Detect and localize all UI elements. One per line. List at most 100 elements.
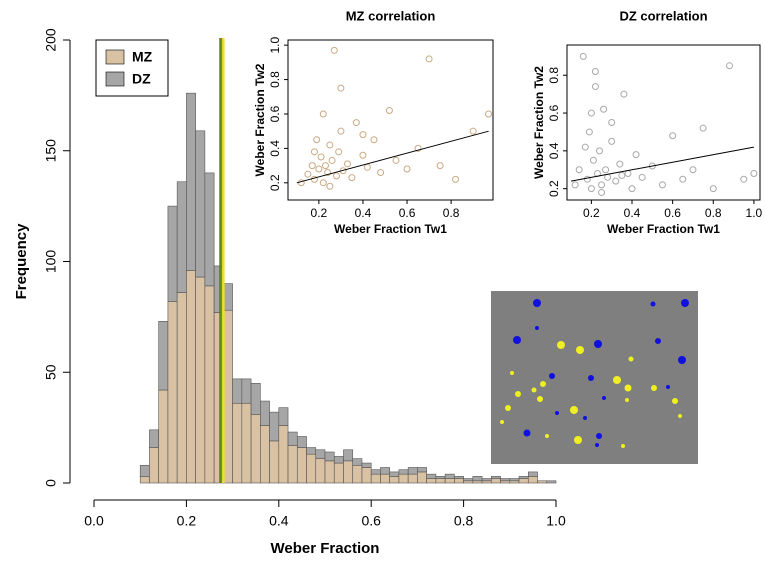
bar [435, 476, 446, 479]
bar [361, 467, 372, 484]
bar [491, 476, 501, 479]
x-tick-label: 0.6 [399, 206, 416, 220]
point [618, 171, 626, 179]
point [319, 179, 327, 187]
bar [333, 456, 344, 464]
point [337, 127, 345, 135]
bar [195, 130, 206, 278]
bar [343, 449, 354, 462]
x-tick-label: 0.2 [583, 206, 600, 220]
point [638, 173, 646, 181]
point [326, 141, 334, 149]
point [335, 148, 343, 156]
point [589, 156, 597, 164]
x-axis-title: Weber Fraction Tw1 [334, 222, 447, 236]
bar [260, 425, 270, 484]
bar [481, 480, 492, 484]
fit-line [296, 130, 489, 184]
bar [352, 464, 363, 484]
point [425, 55, 433, 63]
point [608, 137, 616, 145]
point [436, 162, 444, 170]
bar [195, 276, 206, 484]
point [326, 182, 334, 190]
point [581, 143, 589, 151]
y-tick-label: 0.4 [547, 142, 561, 159]
y-tick-label: 0.2 [268, 174, 282, 191]
bar [407, 473, 418, 484]
bar [444, 478, 455, 484]
point [317, 153, 325, 161]
chart-title: MZ correlation [346, 8, 436, 23]
point [632, 151, 640, 159]
x-tick-label: 0.8 [443, 206, 460, 220]
bar [537, 480, 548, 484]
legend-label: MZ [132, 49, 153, 65]
point [579, 52, 587, 60]
bar [389, 471, 400, 477]
fit-line [570, 146, 754, 182]
bar [509, 478, 520, 482]
x-axis-title: Weber Fraction Tw1 [607, 222, 720, 236]
bar [361, 462, 372, 468]
point [583, 175, 591, 183]
bar [518, 478, 529, 484]
point [669, 132, 677, 140]
x-tick-label: 0.6 [361, 513, 381, 529]
y-tick-label: 50 [43, 364, 59, 380]
bar [509, 480, 520, 484]
point [591, 83, 599, 91]
x-tick-label: 0.4 [269, 513, 289, 529]
bar [296, 436, 307, 448]
bar [389, 476, 400, 484]
point [602, 166, 610, 174]
point [304, 170, 312, 178]
bar [500, 480, 511, 484]
point [679, 175, 687, 183]
bar [343, 460, 354, 484]
point [598, 188, 606, 196]
point [575, 166, 583, 174]
point [620, 90, 628, 98]
bar [269, 440, 280, 484]
y-axis-title: Weber Fraction Tw2 [532, 66, 546, 179]
bar [204, 172, 215, 287]
point [726, 62, 734, 70]
stimulus-image [491, 291, 698, 464]
point [699, 124, 707, 132]
yellow-dots [500, 341, 682, 448]
stimulus-background [491, 291, 698, 464]
point [612, 177, 620, 185]
point [587, 109, 595, 117]
y-tick-label: 100 [43, 250, 59, 274]
bar [186, 92, 196, 271]
point [648, 162, 656, 170]
x-tick-label: 0.2 [311, 206, 328, 220]
legend-label: DZ [132, 71, 151, 87]
bar [260, 400, 270, 426]
point [600, 105, 608, 113]
bar [139, 464, 150, 477]
x-tick-label: 0.0 [84, 513, 104, 529]
point [658, 181, 666, 189]
point [352, 119, 360, 127]
point [321, 162, 329, 170]
legend-swatch [105, 49, 125, 65]
bar [472, 476, 483, 482]
point [571, 181, 579, 189]
bar [324, 451, 335, 462]
bar [426, 478, 437, 484]
point [740, 175, 748, 183]
point [313, 136, 321, 144]
bar [546, 480, 557, 484]
point [414, 144, 422, 152]
bar [333, 462, 344, 484]
point [709, 185, 717, 193]
y-tick-label: 0.6 [547, 104, 561, 121]
plot-box [566, 44, 761, 201]
bar [306, 447, 317, 455]
point [319, 110, 327, 118]
x-tick-label: 0.8 [454, 513, 474, 529]
bar [426, 473, 437, 479]
